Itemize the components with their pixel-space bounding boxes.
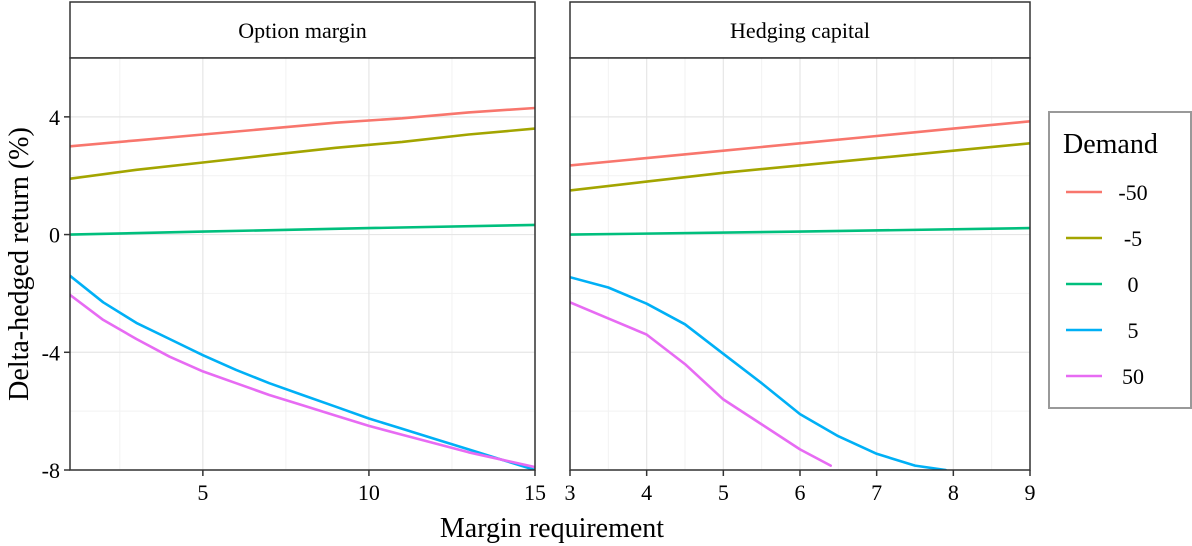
y-tick-label: -4: [42, 340, 60, 365]
legend-label: 0: [1128, 272, 1139, 297]
legend-label: 50: [1122, 364, 1144, 389]
series-line-5: [570, 275, 948, 470]
x-tick-label: 9: [1025, 480, 1036, 505]
x-tick-label: 3: [565, 480, 576, 505]
x-tick-label: 6: [795, 480, 806, 505]
panel-title: Hedging capital: [730, 18, 870, 43]
series-line-50: [570, 300, 833, 467]
series-line--50: [570, 120, 1030, 167]
x-tick-label: 5: [197, 480, 208, 505]
plot-area: [70, 58, 535, 470]
panel-2: Hedging capital 3 4 5 6 7 8 9: [565, 1, 1036, 505]
x-tick-label: 7: [871, 480, 882, 505]
legend-label: -50: [1118, 180, 1147, 205]
x-tick-label: 8: [948, 480, 959, 505]
legend-box: [1048, 111, 1192, 409]
y-tick-label: 0: [49, 223, 60, 248]
legend-item: 0: [1066, 272, 1139, 297]
x-tick-label: 5: [718, 480, 729, 505]
legend-item: -50: [1066, 180, 1148, 205]
x-tick-label: 15: [524, 480, 546, 505]
legend-item: 50: [1066, 364, 1144, 389]
y-tick-label: -8: [42, 458, 60, 483]
x-tick-label: 10: [358, 480, 380, 505]
series-line-0: [570, 226, 1030, 236]
panels: Option margin 5 10 15 -8 -4 0 4 Hedging capital 3…: [42, 1, 1036, 505]
series-line-50: [70, 293, 535, 469]
panel-strip: [569, 1, 1031, 59]
y-tick-label: 4: [49, 105, 60, 130]
series-line--5: [570, 142, 1030, 192]
x-axis-title: Margin requirement: [440, 513, 664, 544]
legend-label: 5: [1128, 318, 1139, 343]
legend-item: -5: [1066, 226, 1142, 251]
panel-1: Option margin 5 10 15 -8 -4 0 4: [42, 1, 546, 505]
panel-title: Option margin: [238, 18, 367, 43]
series-line--5: [70, 127, 535, 180]
panel-border: [69, 57, 536, 471]
legend-title: Demand: [1063, 129, 1158, 160]
series-line--50: [70, 106, 535, 148]
legend-label: -5: [1124, 226, 1142, 251]
panel-strip: [69, 1, 536, 59]
series-line-0: [70, 223, 535, 236]
legend-item: 5: [1066, 318, 1139, 343]
y-axis-title: Delta-hedged return (%): [4, 127, 35, 401]
series-line-5: [70, 274, 535, 470]
x-tick-label: 4: [641, 480, 652, 505]
